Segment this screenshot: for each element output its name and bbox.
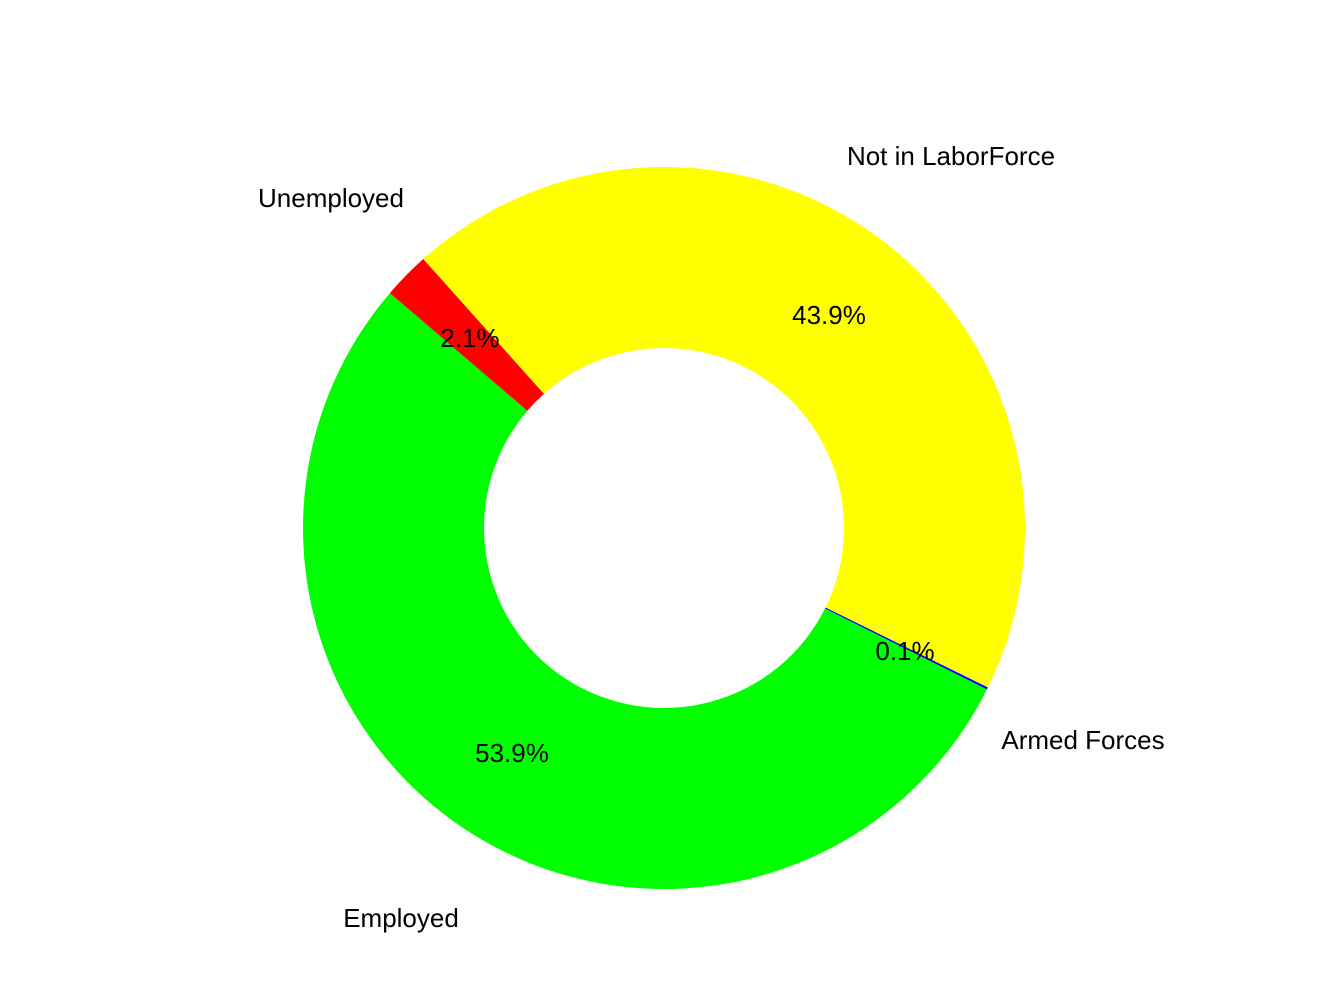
slice-label: Unemployed xyxy=(258,183,404,213)
slice xyxy=(423,167,1025,688)
slice-label: Not in LaborForce xyxy=(847,141,1055,171)
percent-label: 0.1% xyxy=(875,636,934,666)
percent-label: 43.9% xyxy=(792,300,866,330)
slice xyxy=(303,293,987,889)
percent-label: 53.9% xyxy=(475,738,549,768)
slice xyxy=(825,607,988,690)
slice-label: Armed Forces xyxy=(1001,725,1164,755)
slice xyxy=(389,259,544,411)
percent-label: 2.1% xyxy=(440,323,499,353)
slice-label: Employed xyxy=(343,903,459,933)
